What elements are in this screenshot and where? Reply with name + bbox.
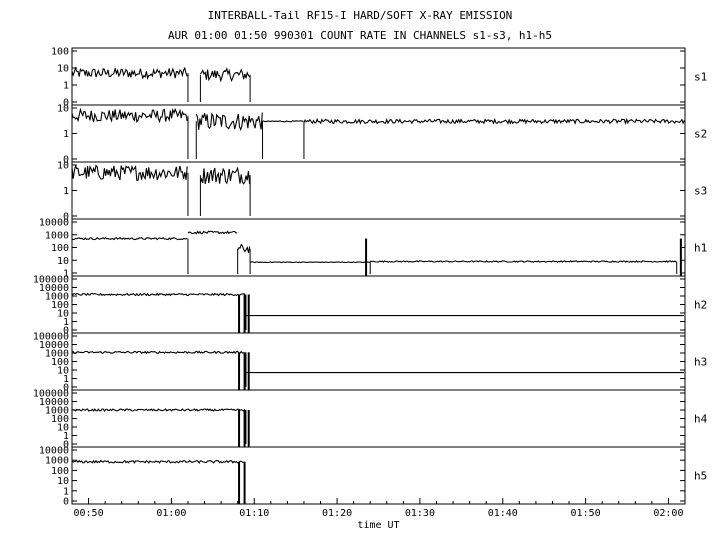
- ytick-label-h3: 0: [63, 383, 69, 394]
- ytick-label-h1: 10000: [39, 218, 69, 229]
- xtick-label: 01:40: [488, 508, 518, 519]
- series-line-s3: [199, 166, 251, 185]
- ytick-label-s3: 0: [63, 212, 69, 223]
- series-line-s2: [195, 112, 263, 132]
- series-line-h1: [71, 236, 188, 241]
- ytick-label-s2: 0: [63, 155, 69, 166]
- x-axis-label: time UT: [357, 520, 399, 531]
- series-line-h2: [71, 292, 245, 297]
- ytick-label-h2: 10: [57, 309, 69, 320]
- ytick-label-h4: 10000: [39, 397, 69, 408]
- ytick-label-h3: 100: [51, 357, 69, 368]
- ytick-label-s1: 10: [57, 64, 69, 75]
- panel-frame-h3: [71, 332, 686, 391]
- ytick-label-s1: 0: [63, 98, 69, 109]
- panel-label-h4: h4: [694, 413, 708, 426]
- ytick-label-h4: 0: [63, 440, 69, 451]
- series-line-s2: [71, 107, 188, 124]
- ytick-label-h2: 100: [51, 300, 69, 311]
- panel-label-s1: s1: [694, 71, 707, 84]
- series-line-s2: [303, 117, 685, 126]
- xtick-label: 02:00: [653, 508, 683, 519]
- panel-label-h2: h2: [694, 299, 707, 312]
- ytick-label-h3: 1000: [45, 349, 69, 360]
- panel-frame-s1: [71, 47, 686, 106]
- ytick-label-h4: 10: [57, 423, 69, 434]
- panel-label-h1: h1: [694, 242, 707, 255]
- xtick-label: 01:10: [239, 508, 269, 519]
- ytick-label-s3: 1: [63, 186, 69, 197]
- series-line-s2: [262, 120, 304, 123]
- panel-label-h3: h3: [694, 356, 707, 369]
- ytick-label-s1: 100: [51, 47, 69, 58]
- series-line-h1: [369, 260, 677, 263]
- ytick-label-h5: 1000: [45, 456, 69, 467]
- ytick-label-h5: 10000: [39, 446, 69, 457]
- ytick-label-h4: 1000: [45, 406, 69, 417]
- panel-label-s3: s3: [694, 185, 707, 198]
- ytick-label-h1: 1000: [45, 230, 69, 241]
- panel-label-s2: s2: [694, 128, 707, 141]
- xtick-label: 00:50: [74, 508, 104, 519]
- ytick-label-h4: 100000: [33, 389, 69, 400]
- ytick-label-h4: 100: [51, 414, 69, 425]
- ytick-label-h3: 10000: [39, 340, 69, 351]
- panel-label-h5: h5: [694, 470, 707, 483]
- panel-frame-h4: [71, 389, 686, 448]
- series-line-h3: [71, 350, 246, 355]
- panel-frame-h5: [71, 446, 686, 505]
- ytick-label-h2: 100000: [33, 275, 69, 286]
- ytick-label-s2: 1: [63, 129, 69, 140]
- ytick-label-h5: 1: [63, 486, 69, 497]
- xtick-label: 01:20: [322, 508, 352, 519]
- xtick-label: 01:00: [156, 508, 186, 519]
- xtick-label: 01:30: [405, 508, 435, 519]
- chart-subtitle: AUR 01:00 01:50 990301 COUNT RATE IN CHA…: [167, 29, 553, 42]
- panel-frame-s2: [71, 104, 686, 163]
- ytick-label-h3: 1: [63, 374, 69, 385]
- series-line-s1: [200, 67, 251, 83]
- series-line-h1: [249, 261, 371, 264]
- series-line-h5: [71, 459, 244, 464]
- ytick-label-h1: 1: [63, 269, 69, 280]
- ytick-label-h2: 1: [63, 317, 69, 328]
- ytick-label-h2: 1000: [45, 292, 69, 303]
- series-line-s3: [71, 164, 188, 181]
- series-line-h1: [187, 230, 238, 235]
- series-line-h1: [237, 243, 251, 253]
- ytick-label-h3: 100000: [33, 332, 69, 343]
- panel-frame-h1: [71, 218, 686, 277]
- ytick-label-s3: 10: [57, 161, 69, 172]
- ytick-label-h5: 10: [57, 476, 69, 487]
- ytick-label-h4: 1: [63, 431, 69, 442]
- ytick-label-h5: 100: [51, 466, 69, 477]
- ytick-label-s2: 10: [57, 104, 69, 115]
- ytick-label-h3: 10: [57, 366, 69, 377]
- ytick-label-h2: 0: [63, 326, 69, 337]
- ytick-label-h5: 0: [63, 497, 69, 508]
- ytick-label-h1: 10: [57, 256, 69, 267]
- series-line-s1: [71, 66, 188, 81]
- series-line-h4: [71, 408, 246, 412]
- panel-frame-h2: [71, 275, 686, 334]
- xtick-label: 01:50: [571, 508, 601, 519]
- ytick-label-h2: 10000: [39, 283, 69, 294]
- ytick-label-s1: 1: [63, 81, 69, 92]
- chart-title: INTERBALL-Tail RF15-I HARD/SOFT X-RAY EM…: [207, 9, 513, 22]
- ytick-label-h1: 100: [51, 243, 69, 254]
